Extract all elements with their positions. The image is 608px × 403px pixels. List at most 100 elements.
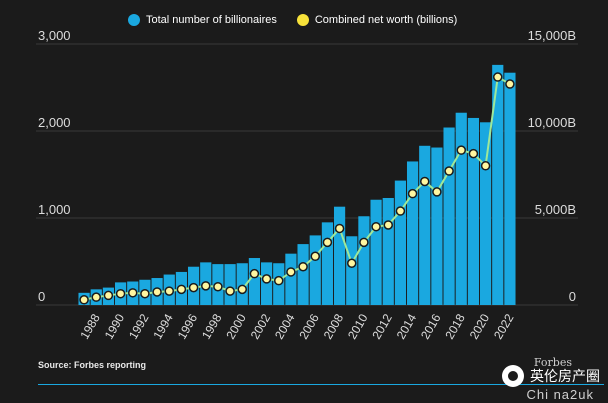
x-tick-label: 2004: [272, 311, 298, 341]
x-tick-label: 2014: [394, 311, 420, 341]
bar: [419, 145, 431, 305]
networth-point: [201, 281, 211, 291]
x-tick-label: 2008: [321, 311, 347, 341]
x-tick-label: 2006: [296, 311, 322, 341]
networth-point: [468, 148, 479, 159]
y-right-tick-label: 5,000B: [535, 202, 576, 217]
watermark-subtext: Chi na2uk: [526, 387, 594, 402]
wechat-icon: [502, 365, 524, 387]
x-tick-label: 1988: [77, 311, 103, 341]
bar: [382, 197, 394, 305]
x-tick-label: 2018: [442, 311, 468, 341]
networth-point: [359, 237, 369, 248]
networth-point: [249, 268, 260, 279]
networth-point: [140, 288, 150, 299]
networth-point: [261, 274, 272, 284]
networth-point: [298, 261, 308, 272]
x-tick-label: 2012: [369, 311, 395, 341]
networth-point: [493, 72, 503, 82]
networth-point: [432, 187, 442, 197]
networth-point: [79, 295, 89, 305]
y-left-tick-label: 0: [38, 289, 45, 304]
legend-item-billionaires: Total number of billionaires: [128, 14, 277, 26]
x-tick-label: 2010: [345, 311, 371, 341]
legend-label-networth: Combined net worth (billions): [314, 14, 458, 26]
x-tick-label: 2002: [248, 311, 274, 341]
networth-point: [395, 206, 406, 216]
chart-legend: Total number of billionaires Combined ne…: [128, 14, 457, 26]
x-tick-label: 1990: [102, 311, 128, 341]
x-tick-label: 1996: [175, 311, 201, 341]
bar: [406, 161, 419, 305]
bar: [443, 127, 455, 306]
networth-point: [420, 176, 430, 187]
bar: [285, 253, 297, 305]
networth-point: [334, 223, 345, 234]
watermark: 英伦房产圈: [502, 365, 600, 387]
bar: [248, 258, 261, 305]
bar: [370, 199, 382, 305]
x-tick-label: 2000: [223, 311, 249, 341]
legend-swatch-billionaires: [128, 14, 140, 26]
networth-point: [152, 287, 162, 297]
networth-point: [237, 284, 247, 295]
networth-point: [444, 166, 454, 176]
bar: [504, 72, 516, 306]
bar: [455, 112, 467, 305]
bar: [431, 147, 443, 305]
networth-point: [274, 275, 284, 286]
networth-point: [505, 79, 515, 89]
bar: [309, 235, 321, 305]
brand-logo-text: Forbes: [533, 356, 572, 369]
bar: [346, 236, 358, 305]
bar: [333, 206, 346, 305]
networth-point: [103, 290, 114, 301]
bar: [394, 180, 407, 305]
networth-point: [115, 288, 126, 299]
x-tick-label: 1998: [199, 311, 225, 341]
networth-point: [322, 237, 333, 248]
x-tick-label: 1994: [150, 311, 176, 341]
networth-point: [225, 286, 235, 296]
networth-point: [91, 292, 101, 302]
networth-point: [286, 267, 296, 277]
networth-point: [310, 251, 320, 262]
bar: [358, 216, 370, 305]
networth-point: [213, 281, 223, 292]
y-left-tick-label: 2,000: [38, 115, 71, 130]
networth-point: [383, 220, 393, 230]
y-right-tick-label: 0: [569, 289, 576, 304]
networth-point: [188, 282, 199, 293]
legend-swatch-networth: [296, 14, 309, 26]
legend-item-networth: Combined net worth (billions): [296, 14, 458, 26]
x-tick-label: 2016: [418, 311, 444, 341]
bar: [236, 263, 248, 305]
x-tick-label: 2020: [467, 311, 493, 341]
y-right-tick-label: 15,000B: [528, 28, 576, 43]
x-tick-label: 1992: [126, 311, 152, 341]
bar: [260, 262, 273, 305]
networth-point: [176, 284, 187, 295]
y-left-tick-label: 3,000: [38, 28, 71, 43]
legend-label-billionaires: Total number of billionaires: [146, 14, 277, 26]
networth-point: [407, 188, 418, 199]
watermark-text: 英伦房产圈: [530, 368, 600, 384]
bar: [479, 122, 492, 305]
y-left-tick-label: 1,000: [38, 202, 71, 217]
networth-point: [164, 286, 174, 296]
bar: [224, 264, 236, 305]
networth-point: [456, 145, 466, 155]
networth-point: [128, 288, 138, 298]
bar: [492, 64, 504, 305]
bar: [297, 244, 309, 305]
source-divider: [38, 384, 604, 385]
x-tick-label: 2022: [491, 311, 517, 341]
bar: [467, 117, 480, 305]
bar: [321, 222, 334, 305]
y-right-tick-label: 10,000B: [528, 115, 576, 130]
source-note: Source: Forbes reporting: [38, 360, 147, 370]
networth-point: [347, 258, 357, 268]
networth-point: [480, 161, 491, 171]
networth-point: [371, 221, 381, 232]
